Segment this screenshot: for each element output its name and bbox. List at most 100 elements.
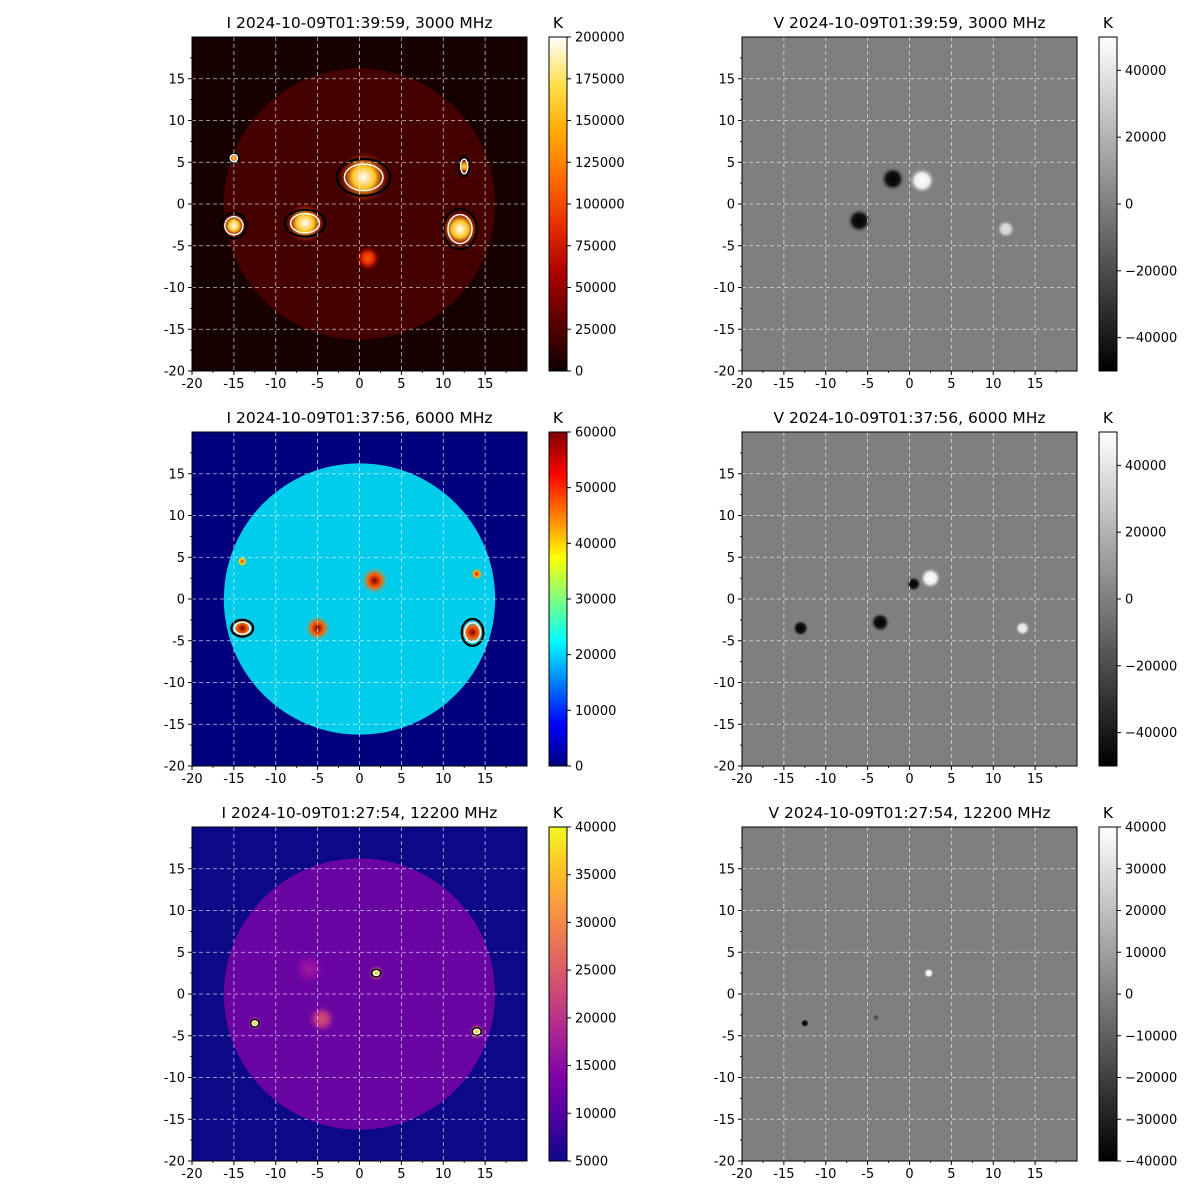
image-layer xyxy=(220,68,496,340)
panel-i12200: -20 -15 -10 -5 0 5 10 15 -20 -15 -10 -5 0 5 10 15 I 2024… xyxy=(164,804,617,1182)
colorbar-tick-label: 40000 xyxy=(1125,64,1166,79)
x-tick-label: 0 xyxy=(355,1167,363,1182)
colorbar-tick-label: 60000 xyxy=(575,426,616,441)
x-tick-label: -10 xyxy=(815,377,836,392)
panel-title: I 2024-10-09T01:39:59, 3000 MHz xyxy=(226,14,492,32)
panel-title: I 2024-10-09T01:37:56, 6000 MHz xyxy=(226,409,492,427)
x-tick-label: 15 xyxy=(1027,772,1044,787)
contour-inner xyxy=(447,213,473,245)
image-layer xyxy=(223,858,496,1130)
colorbar-unit: K xyxy=(1103,804,1114,822)
y-tick-label: 15 xyxy=(168,72,185,87)
contour-inner xyxy=(464,622,482,643)
y-tick-label: -10 xyxy=(714,676,735,691)
y-tick-label: -20 xyxy=(164,760,185,775)
y-tick-label: 10 xyxy=(168,114,185,129)
colorbar-tick-label: 75000 xyxy=(575,239,616,254)
radio-source xyxy=(906,576,922,592)
y-tick-label: 0 xyxy=(727,593,735,608)
colorbar-gradient xyxy=(548,36,568,372)
x-tick-label: 5 xyxy=(397,377,405,392)
contour-inner xyxy=(343,163,384,192)
y-tick-label: -10 xyxy=(164,281,185,296)
contour-outer xyxy=(283,208,327,238)
x-tick-label: -15 xyxy=(223,772,244,787)
colorbar-tick-label: 0 xyxy=(1125,988,1133,1003)
radio-source xyxy=(222,213,246,238)
colorbar-tick-label: 30000 xyxy=(575,916,616,931)
x-tick-label: -20 xyxy=(181,1167,202,1182)
x-tick-label: 5 xyxy=(397,1167,405,1182)
panel-title: V 2024-10-09T01:27:54, 12200 MHz xyxy=(769,804,1051,822)
radio-source xyxy=(338,152,389,203)
colorbar-unit: K xyxy=(1103,14,1114,32)
x-tick-label: -20 xyxy=(731,1167,752,1182)
y-tick-label: -10 xyxy=(164,676,185,691)
y-tick-label: 15 xyxy=(718,72,735,87)
contour-outer xyxy=(471,1027,483,1037)
x-tick-label: -5 xyxy=(861,772,874,787)
radio-source xyxy=(236,555,249,568)
x-tick-label: -10 xyxy=(815,1167,836,1182)
colorbar-tick-label: 0 xyxy=(1125,198,1133,213)
colorbar-tick-label: −20000 xyxy=(1125,1071,1177,1086)
x-tick-label: 15 xyxy=(1027,377,1044,392)
colorbar-gradient xyxy=(1098,36,1118,372)
colorbar: 5000 10000 15000 20000 25000 30000 35000 40000 K xyxy=(548,804,616,1170)
x-tick-label: -15 xyxy=(773,772,794,787)
colorbar-tick-label: 40000 xyxy=(575,821,616,836)
y-tick-label: -20 xyxy=(164,365,185,380)
radio-source xyxy=(908,167,936,195)
y-tick-label: 5 xyxy=(727,946,735,961)
x-tick-label: -15 xyxy=(773,377,794,392)
x-tick-label: 0 xyxy=(905,772,913,787)
solar-disk xyxy=(223,463,496,735)
contour-outer xyxy=(370,968,382,978)
radio-source xyxy=(846,208,872,234)
colorbar-tick-label: 150000 xyxy=(575,114,625,129)
x-tick-label: 5 xyxy=(947,772,955,787)
colorbar-tick-label: 125000 xyxy=(575,156,625,171)
image-layer xyxy=(800,968,934,1028)
y-tick-label: -15 xyxy=(714,323,735,338)
colorbar: −40000 −20000 0 20000 40000 K xyxy=(1098,409,1177,767)
radio-source xyxy=(288,948,331,990)
x-tick-label: 15 xyxy=(477,772,494,787)
x-tick-label: -5 xyxy=(311,1167,324,1182)
y-tick-label: 0 xyxy=(727,988,735,1003)
radio-source xyxy=(459,619,486,646)
image-layer xyxy=(223,463,496,735)
x-tick-label: -15 xyxy=(223,1167,244,1182)
radio-source xyxy=(792,619,809,637)
y-tick-label: -5 xyxy=(172,634,185,649)
y-tick-label: -15 xyxy=(714,718,735,733)
radio-source xyxy=(368,965,384,981)
panel-title: V 2024-10-09T01:37:56, 6000 MHz xyxy=(773,409,1045,427)
x-tick-label: 0 xyxy=(355,377,363,392)
radio-source xyxy=(469,1024,485,1040)
radio-source xyxy=(872,1014,880,1021)
contour-outer xyxy=(249,1018,260,1028)
colorbar-tick-label: 40000 xyxy=(1125,821,1166,836)
radio-source xyxy=(285,203,325,243)
colorbar-gradient xyxy=(548,431,568,767)
x-tick-label: 10 xyxy=(985,1167,1002,1182)
colorbar-tick-label: 20000 xyxy=(1125,904,1166,919)
contour-outer xyxy=(458,155,471,178)
y-tick-label: -15 xyxy=(714,1113,735,1128)
panel-v12200: -20 -15 -10 -5 0 5 10 15 -20 -15 -10 -5 0 5 10 15 V 2024… xyxy=(714,804,1177,1182)
colorbar-tick-label: 25000 xyxy=(575,964,616,979)
x-tick-label: 10 xyxy=(435,377,452,392)
colorbar-tick-label: 20000 xyxy=(1125,131,1166,146)
panel-v6000: -20 -15 -10 -5 0 5 10 15 -20 -15 -10 -5 0 5 10 15 V 2024… xyxy=(714,409,1177,787)
colorbar-tick-label: 50000 xyxy=(575,281,616,296)
x-tick-label: -20 xyxy=(731,377,752,392)
colorbar-tick-label: 10000 xyxy=(1125,946,1166,961)
x-tick-label: 0 xyxy=(905,377,913,392)
image-layer xyxy=(846,166,1016,239)
y-tick-label: 5 xyxy=(177,156,185,171)
image-background xyxy=(742,37,1077,371)
contour-outer xyxy=(335,157,392,197)
y-tick-label: 0 xyxy=(177,593,185,608)
